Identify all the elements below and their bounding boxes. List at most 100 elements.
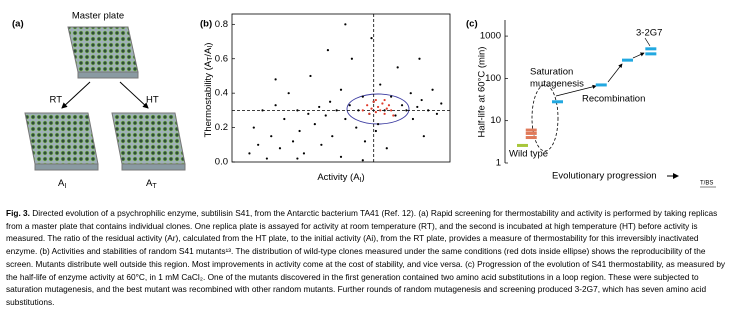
point (387, 104, 391, 107)
point (329, 100, 332, 103)
dash (517, 143, 528, 147)
plate-name: AT (146, 178, 157, 190)
point (385, 147, 388, 150)
leader (644, 37, 651, 47)
arrow (555, 84, 597, 97)
panel-label: (c) (466, 19, 478, 30)
caption-label: Fig. 3. (6, 208, 30, 218)
dash (525, 128, 537, 132)
plate-side (121, 163, 186, 171)
dash (552, 100, 563, 104)
y-tick-label: 100 (485, 73, 501, 84)
point (379, 109, 382, 112)
point (355, 126, 358, 129)
wild-type-ellipse (346, 93, 410, 125)
text: I (64, 183, 66, 190)
point (331, 135, 334, 138)
y-tick-label: 0.2 (215, 122, 228, 133)
point (361, 109, 364, 112)
dash (645, 52, 657, 56)
dash (525, 131, 537, 135)
point (363, 140, 367, 143)
point (324, 114, 327, 117)
text: A (58, 178, 65, 189)
point (370, 36, 373, 40)
point (326, 49, 330, 52)
point (383, 98, 386, 102)
dash (525, 136, 537, 140)
point (344, 117, 347, 121)
y-tick-label: 0.6 (215, 53, 228, 64)
annotation: Saturation (530, 67, 573, 78)
x-axis-label: Evolutionary progression (552, 171, 657, 182)
point (427, 109, 430, 112)
point (411, 117, 415, 121)
point (390, 109, 393, 112)
annotation: Wild type (509, 149, 548, 160)
arrow (61, 81, 91, 109)
y-tick-label: 10 (490, 115, 501, 126)
point (394, 114, 397, 117)
point (392, 114, 395, 117)
text: ) (362, 172, 365, 183)
point (309, 74, 312, 78)
point (431, 88, 434, 91)
y-axis-label: Half-life at 60°C (min) (477, 47, 488, 138)
point (374, 110, 377, 114)
point (420, 98, 423, 102)
point (344, 23, 347, 26)
point (376, 123, 380, 126)
point (257, 143, 260, 146)
y-tick-label: 0.4 (215, 88, 228, 99)
plate-side (34, 163, 99, 171)
point (390, 95, 393, 98)
text: T (152, 183, 157, 190)
point (335, 109, 338, 112)
panel-label: (b) (200, 19, 212, 30)
point (361, 159, 364, 162)
caption: Fig. 3. Directed evolution of a psychrop… (6, 207, 730, 309)
point (372, 100, 375, 103)
point (348, 104, 351, 107)
y-axis-label: Thermostability (AT/AI) (203, 43, 214, 138)
point (381, 102, 384, 105)
point (313, 123, 316, 126)
point (320, 143, 323, 146)
point (366, 104, 369, 107)
point (298, 129, 301, 133)
rt-plate (24, 112, 99, 165)
condition-label: RT (50, 95, 63, 106)
text: ) (203, 43, 214, 46)
text: Activity (A (317, 172, 360, 183)
text: I (207, 46, 214, 48)
text: I (360, 177, 362, 184)
text: Thermostability (A (203, 60, 214, 137)
point (274, 104, 277, 107)
point (418, 57, 421, 60)
point (368, 112, 371, 115)
figure: (a) Master plate RT HT AI AT (b) Thermos… (12, 11, 716, 190)
point (374, 129, 377, 133)
point (287, 92, 290, 95)
point (278, 147, 282, 150)
plate-name: AI (58, 178, 66, 190)
y-tick-label: 0.8 (215, 19, 228, 30)
master-plate (67, 26, 139, 73)
point (291, 140, 295, 143)
point (296, 157, 299, 160)
y-tick-label: 1000 (480, 31, 501, 42)
x-axis-label: Activity (AI) (317, 172, 364, 184)
arrow (607, 63, 623, 83)
caption-text: Directed evolution of a psychrophilic en… (6, 208, 726, 307)
dash (595, 83, 607, 87)
point (379, 83, 382, 86)
y-tick-label: 1 (496, 158, 501, 169)
annotation: Recombination (582, 94, 645, 105)
point (318, 105, 321, 109)
point (361, 95, 364, 98)
point (274, 78, 277, 81)
point (339, 155, 343, 158)
ht-plate (111, 112, 186, 165)
condition-label: HT (146, 95, 159, 106)
point (302, 152, 306, 155)
